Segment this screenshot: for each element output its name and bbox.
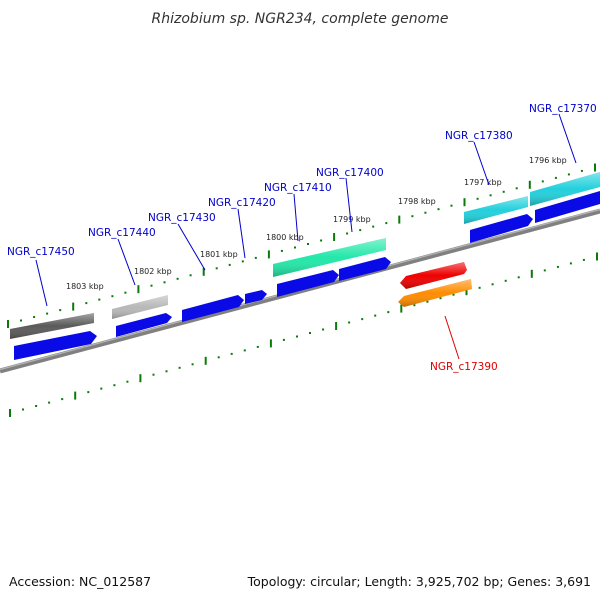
kbp-label: 1800 kbp [266, 233, 304, 242]
kbp-scale-labels: 1803 kbp 1802 kbp 1801 kbp 1800 kbp 1799… [66, 156, 567, 291]
topology-text: Topology: circular; Length: 3,925,702 bp… [247, 574, 591, 589]
kbp-label: 1799 kbp [333, 215, 371, 224]
gene-label-c17380[interactable]: NGR_c17380 [445, 130, 513, 142]
cds-arrow-c17400[interactable] [339, 257, 391, 281]
gene-label-c17400[interactable]: NGR_c17400 [316, 167, 384, 179]
gene-label-c17450[interactable]: NGR_c17450 [7, 246, 75, 258]
kbp-label: 1796 kbp [529, 156, 567, 165]
cds-arrow-c17450[interactable] [14, 331, 97, 360]
cds-arrow-c17440[interactable] [116, 313, 172, 337]
leader-c17400 [345, 177, 353, 233]
cds-arrow-c17420[interactable] [245, 290, 267, 304]
leader-c17450 [35, 259, 48, 307]
gene-bar-c17450-shade [10, 313, 94, 339]
kbp-label: 1798 kbp [398, 197, 436, 206]
tick-row-upper [7, 163, 596, 328]
cds-arrow-c17430[interactable] [182, 295, 244, 322]
gene-label-c17440[interactable]: NGR_c17440 [88, 227, 156, 239]
gene-label-c17390[interactable]: NGR_c17390 [430, 361, 498, 373]
leader-c17380 [473, 141, 490, 186]
kbp-label: 1801 kbp [200, 250, 238, 259]
leader-c17440 [117, 238, 136, 286]
cds-arrow-c17410[interactable] [277, 270, 339, 297]
gene-bar-c17390-shade [400, 262, 467, 289]
reverse-strand-features [398, 262, 472, 307]
gene-bar-c17370-shade [530, 172, 600, 206]
cds-arrow-c17380[interactable] [470, 214, 533, 243]
leader-c17370 [558, 113, 577, 164]
gene-bar-c17410-c17400-shade [273, 238, 386, 277]
leader-c17410 [293, 193, 299, 242]
accession-text: Accession: NC_012587 [9, 574, 151, 589]
gene-label-c17410[interactable]: NGR_c17410 [264, 182, 332, 194]
forward-strand-features [10, 172, 600, 360]
cds-arrow-c17390-shade [398, 279, 472, 307]
gene-bar-c17380-shade [464, 196, 528, 224]
genome-backbone [0, 208, 600, 374]
kbp-label: 1803 kbp [66, 282, 104, 291]
leader-c17430 [177, 223, 206, 271]
gene-labels: NGR_c17450 NGR_c17440 NGR_c17430 NGR_c17… [7, 103, 597, 373]
leader-c17420 [237, 208, 246, 259]
gene-label-c17420[interactable]: NGR_c17420 [208, 197, 276, 209]
gene-bar-c17440-shade [112, 295, 168, 319]
label-leaders [35, 113, 577, 360]
tick-row-lower [9, 252, 598, 417]
cds-arrow-c17370[interactable] [535, 191, 600, 223]
map-title: Rhizobium sp. NGR234, complete genome [152, 11, 449, 27]
leader-c17390 [444, 315, 460, 360]
gene-label-c17370[interactable]: NGR_c17370 [529, 103, 597, 115]
kbp-label: 1802 kbp [134, 267, 172, 276]
kbp-label: 1797 kbp [464, 178, 502, 187]
gene-label-c17430[interactable]: NGR_c17430 [148, 212, 216, 224]
